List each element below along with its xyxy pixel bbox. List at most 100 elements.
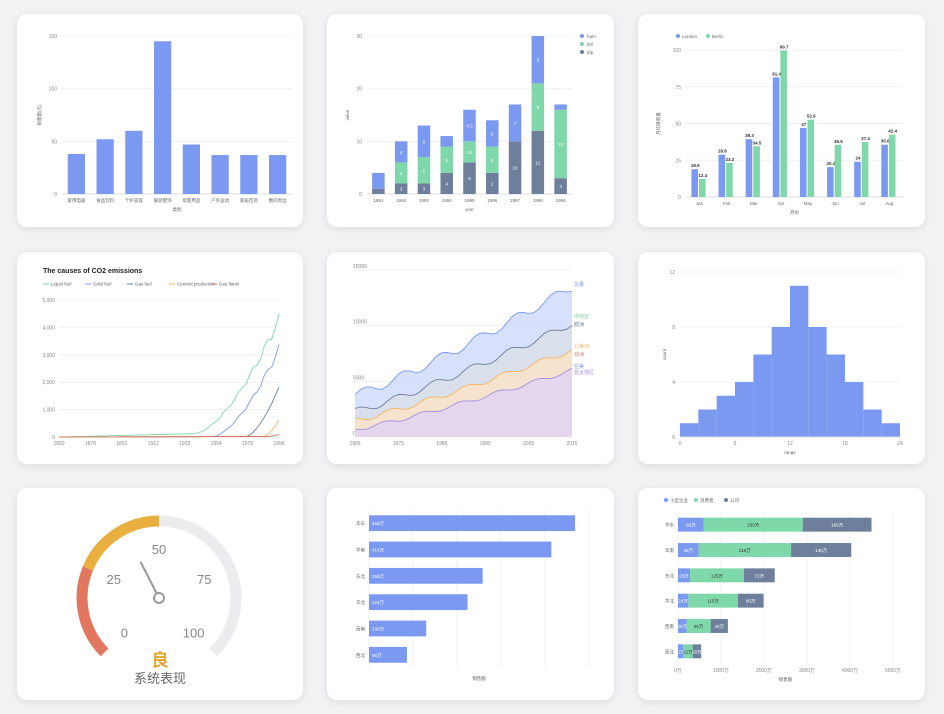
y-tick-label: 10 — [356, 139, 362, 145]
data-label: 4.5 — [466, 150, 473, 155]
stacked-bar-segment — [417, 125, 431, 158]
stacked-bar-segment — [703, 517, 803, 532]
legend-marker — [664, 498, 668, 502]
data-label: 5 — [445, 158, 448, 163]
y-tick-label: 0 — [52, 435, 55, 441]
data-label: 28.8 — [718, 149, 727, 154]
data-label: 56万 — [694, 624, 704, 630]
area-band — [355, 368, 572, 437]
series-label: 亚太地区 — [574, 369, 594, 376]
legend-label: Gas fuel — [135, 282, 152, 287]
gauge-rating: 良 — [151, 651, 169, 670]
y-tick-label: 0 — [678, 195, 681, 201]
stacked-bar-segment — [394, 183, 408, 194]
data-label: 23.2 — [726, 157, 735, 162]
x-tick-label: 1995 — [464, 198, 475, 203]
data-label: 60万 — [746, 599, 756, 605]
card-line-co2: The causes of CO2 emissions Liquid fuel So… — [17, 252, 303, 464]
histogram-bar — [716, 395, 735, 437]
y-tick-label: 华北 — [356, 599, 365, 606]
chart-c6: 0 4 8 12 0 6 12 18 24 range count — [662, 270, 903, 455]
data-label: 12.4 — [698, 173, 707, 178]
stacked-bar-segment — [802, 517, 872, 532]
data-label: 4 — [445, 181, 448, 186]
chart-c7: 0 25 50 75 100 — [76, 515, 242, 657]
legend-label: Berlin — [712, 34, 724, 39]
stacked-bar-segment — [678, 593, 689, 608]
x-axis-title: 销售额 — [472, 675, 486, 682]
series-line — [58, 313, 280, 438]
histogram-bar — [753, 354, 772, 437]
data-label: 47 — [801, 122, 807, 127]
bar — [125, 130, 143, 194]
bar — [369, 515, 576, 532]
x-tick-label: 2000万 — [756, 668, 772, 674]
data-label: 115万 — [707, 599, 719, 605]
chart-c5: 0 5000 10000 15000 1965 1975 1985 1995 2005 2015 总… — [349, 264, 594, 447]
bar — [699, 178, 706, 197]
x-tick-label: 服装配饰 — [154, 197, 172, 204]
stacked-bar-segment — [678, 543, 699, 557]
y-tick-label: 0 — [353, 431, 356, 437]
data-label: 2 — [491, 181, 494, 186]
area-line — [354, 325, 573, 410]
data-label: 9 — [537, 58, 540, 63]
data-label: 72万 — [755, 573, 765, 579]
bar — [881, 144, 888, 197]
data-label: 24万 — [678, 599, 688, 605]
data-label: 35.6 — [881, 139, 890, 144]
y-tick-label: 150 — [49, 34, 58, 40]
stacked-bar-segment — [440, 146, 453, 173]
x-tick-label: Apr — [777, 201, 785, 206]
data-label: 3 — [559, 184, 562, 189]
data-label: 4.3 — [466, 124, 473, 129]
stacked-bar-segment — [683, 644, 693, 659]
x-tick-label: Jul — [859, 201, 865, 206]
chart-c9: 小型企业 消费者 公司 0万 1000万 2000万 3000万 4000万 5000万 60万 2… — [664, 497, 901, 683]
x-tick-label: 24 — [897, 441, 903, 447]
data-label: 414万 — [372, 548, 385, 554]
x-tick-label: 1995 — [480, 441, 491, 447]
x-tick-label: 0万 — [674, 668, 682, 674]
bar — [753, 146, 760, 197]
y-tick-label: 西南 — [356, 626, 365, 633]
x-tick-label: 1997 — [510, 198, 521, 203]
bar — [799, 127, 807, 197]
stacked-bar-segment — [531, 130, 545, 194]
data-label: 140万 — [815, 548, 828, 554]
data-label: 35.5 — [834, 139, 843, 144]
bar — [240, 155, 258, 194]
series-label: 欧洲 — [574, 321, 584, 328]
data-label: 37.4 — [861, 136, 870, 141]
histogram-bar — [881, 423, 900, 437]
y-tick-label: 100 — [49, 87, 58, 93]
legend-marker — [694, 498, 698, 502]
stacked-bar-segment — [678, 517, 704, 532]
chart-c3: London Berlin 0 25 50 75 100 18.9 12.4 Jan 28.8 23.… — [655, 34, 903, 216]
stacked-bar-segment — [686, 619, 711, 633]
chart-c4: The causes of CO2 emissions Liquid fuel So… — [42, 268, 284, 447]
y-tick-label: 2,000 — [42, 380, 55, 386]
bar — [269, 155, 287, 194]
x-tick-label: 1996 — [273, 441, 284, 447]
y-tick-label: 东北 — [356, 573, 365, 580]
data-label: 86万 — [372, 653, 382, 659]
data-label: 468万 — [372, 521, 385, 527]
data-label: 39.3 — [745, 133, 754, 138]
data-label: 230万 — [747, 523, 760, 529]
legend-label: 小型企业 — [670, 497, 688, 504]
x-tick-label: 1996 — [487, 198, 498, 203]
data-label: 5 — [491, 131, 494, 136]
data-label: 3 — [423, 187, 426, 192]
chart-c2: 0 10 20 30 1991 2 4 4 1992 3 5 6 1993 4 5 1994 6 4.5 4.3 19… — [345, 34, 596, 212]
x-axis-title: 类别 — [173, 206, 182, 213]
x-tick-label: 5000万 — [885, 668, 901, 674]
stacked-bar-segment — [508, 141, 522, 194]
y-tick-label: 华北 — [665, 598, 674, 605]
histogram-bar — [808, 327, 827, 437]
stacked-bar-segment — [692, 644, 702, 659]
x-tick-label: 2005 — [523, 441, 534, 447]
x-tick-label: Aug — [885, 201, 894, 206]
gauge-tick-label: 25 — [106, 572, 120, 587]
x-tick-label: 1850 — [53, 441, 64, 447]
